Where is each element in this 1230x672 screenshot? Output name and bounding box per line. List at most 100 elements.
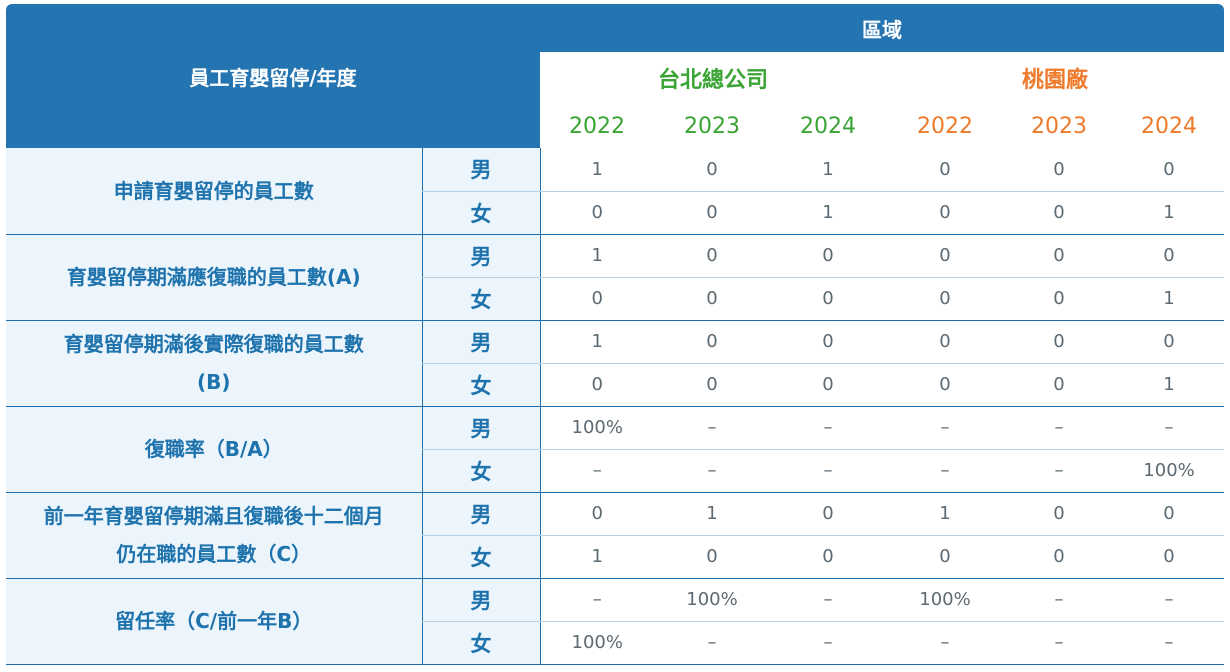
year-header: 2023 (684, 113, 740, 139)
value-cell: – (1004, 621, 1114, 665)
site-taoyuan-plant: 桃園廠 (1022, 68, 1089, 93)
year-header: 2022 (917, 113, 973, 139)
value-cell: 0 (654, 191, 770, 235)
table-row: 復職率（B/A）男 100% – – – – – (6, 406, 1225, 493)
value-cell: 0 (886, 363, 1004, 407)
value-cell: 0 (1004, 148, 1114, 192)
value-cell: 1 (770, 191, 886, 235)
value-cell: – (654, 621, 770, 665)
value-cell: 1 (1114, 277, 1225, 321)
value-cell: 0 (1004, 363, 1114, 407)
value-cell: 0 (886, 535, 1004, 579)
value-cell: 0 (540, 277, 654, 321)
year-header: 2024 (1141, 113, 1198, 139)
female-label: 女 (421, 449, 541, 493)
value-cell: 0 (886, 234, 1004, 278)
value-cell: 0 (1114, 535, 1225, 579)
value-cell: 1 (1114, 191, 1225, 235)
site-taipei-hq: 台北總公司 (657, 68, 768, 93)
header-region: 區域 (540, 4, 1225, 52)
table-header: 員工育嬰留停/年度 區域 台北總公司 桃園廠 2022 2023 2024 20… (6, 4, 1225, 148)
value-cell: 1 (770, 148, 886, 192)
value-cell: 1 (654, 492, 770, 536)
value-cell: 0 (1114, 320, 1225, 364)
table-row: 育嬰留停期滿應復職的員工數(A) 男 1 0 0 0 0 0 (6, 234, 1225, 321)
value-cell: 0 (1114, 492, 1225, 536)
value-cell: 0 (540, 191, 654, 235)
value-cell: 100% (540, 406, 654, 450)
value-cell: 0 (886, 320, 1004, 364)
value-cell: 0 (886, 148, 1004, 192)
value-cell: – (654, 406, 770, 450)
value-cell: 0 (770, 277, 886, 321)
value-cell: – (654, 449, 770, 493)
value-cell: 0 (770, 492, 886, 536)
value-cell: – (1004, 449, 1114, 493)
female-label: 女 (421, 363, 541, 407)
value-cell: 0 (1004, 492, 1114, 536)
row-category: 前一年育嬰留停期滿且復職後十二個月仍在職的員工數（C） (6, 492, 422, 579)
value-cell: 1 (540, 320, 654, 364)
table-row: 女 – – – – –100% (6, 449, 1225, 493)
value-cell: 0 (1004, 191, 1114, 235)
header-title: 員工育嬰留停/年度 (6, 4, 540, 148)
value-cell: – (886, 621, 1004, 665)
value-cell: 0 (770, 363, 886, 407)
row-category-text: 前一年育嬰留停期滿且復職後十二個月仍在職的員工數（C） (43, 504, 384, 566)
value-cell: 1 (1114, 363, 1225, 407)
value-cell: 0 (654, 277, 770, 321)
value-cell: 1 (886, 492, 1004, 536)
male-label: 男 (421, 492, 541, 536)
value-cell: – (770, 578, 886, 622)
value-cell: 1 (540, 535, 654, 579)
male-label: 男 (421, 148, 541, 192)
value-cell: 0 (770, 234, 886, 278)
value-cell: 100% (1114, 449, 1225, 493)
value-cell: 0 (1114, 234, 1225, 278)
value-cell: 1 (540, 234, 654, 278)
value-cell: – (1004, 406, 1114, 450)
year-header: 2023 (1031, 113, 1087, 139)
female-label: 女 (421, 535, 541, 579)
value-cell: – (540, 578, 654, 622)
value-cell: 100% (654, 578, 770, 622)
value-cell: 0 (654, 148, 770, 192)
value-cell: 1 (540, 148, 654, 192)
value-cell: – (1004, 578, 1114, 622)
value-cell: 0 (1114, 148, 1225, 192)
value-cell: 0 (770, 320, 886, 364)
value-cell: – (770, 449, 886, 493)
table-row: 申請育嬰留停的員工數男 1 0 1 0 0 0 (6, 148, 1225, 235)
row-category-text: 育嬰留停期滿後實際復職的員工數(B) (63, 332, 364, 394)
value-cell: 0 (770, 535, 886, 579)
male-label: 男 (421, 320, 541, 364)
value-cell: 0 (654, 535, 770, 579)
value-cell: 0 (654, 320, 770, 364)
value-cell: – (886, 449, 1004, 493)
female-label: 女 (421, 621, 541, 665)
value-cell: – (1114, 621, 1225, 665)
table-row: 留任率（C/前一年B）男 –100% –100% – – (6, 578, 1225, 665)
value-cell: 100% (540, 621, 654, 665)
table-row: 前一年育嬰留停期滿且復職後十二個月仍在職的員工數（C）男 0 1 0 1 0 0 (6, 492, 1225, 579)
value-cell: 0 (654, 234, 770, 278)
value-cell: 0 (1004, 234, 1114, 278)
value-cell: – (540, 449, 654, 493)
female-label: 女 (421, 277, 541, 321)
value-cell: 100% (886, 578, 1004, 622)
value-cell: – (1114, 578, 1225, 622)
value-cell: – (1114, 406, 1225, 450)
male-label: 男 (421, 234, 541, 278)
value-cell: 0 (1004, 277, 1114, 321)
value-cell: 0 (1004, 535, 1114, 579)
value-cell: 0 (886, 191, 1004, 235)
row-category: 留任率（C/前一年B） (6, 578, 422, 665)
value-cell: – (886, 406, 1004, 450)
year-header: 2022 (569, 113, 625, 139)
row-category: 育嬰留停期滿應復職的員工數(A) (6, 234, 422, 321)
